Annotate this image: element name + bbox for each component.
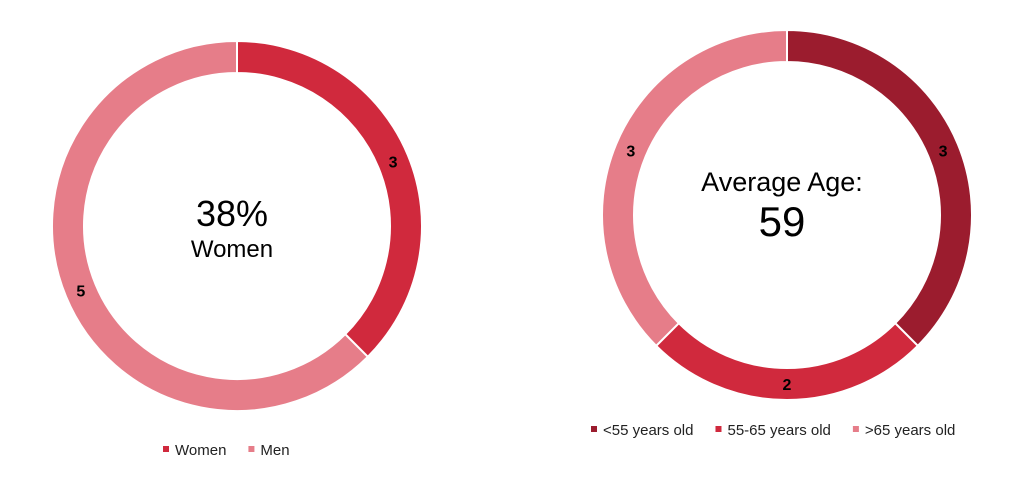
age-slice-label-under-55-years-old: 3	[939, 143, 948, 160]
age-donut-chart: 3 2 3 Average Age: 59 <55 years old 55-65 y…	[591, 28, 974, 439]
age-slice-over-65-years-old	[600, 28, 788, 348]
age-center-label: Average Age:	[701, 167, 863, 197]
gender-slice-men	[51, 39, 370, 412]
age-slice-labels: 3 2 3	[626, 143, 947, 394]
gender-legend-swatch	[248, 446, 255, 452]
gender-slice-label-men: 5	[76, 284, 85, 301]
age-center-value: 59	[759, 198, 806, 245]
age-legend: <55 years old 55-65 years old >65 years ol…	[591, 422, 955, 439]
age-legend-item-55-65-years-old: 55-65 years old	[715, 422, 831, 439]
gender-slice-labels: 35	[76, 154, 397, 300]
gender-legend-label: Men	[260, 442, 289, 459]
gender-slice-label-women: 3	[389, 154, 398, 171]
age-legend-item-over-65-years-old: >65 years old	[852, 422, 955, 439]
age-legend-swatch	[715, 426, 722, 432]
age-legend-swatch	[852, 426, 859, 432]
gender-legend-swatch	[163, 446, 169, 452]
age-legend-label: >65 years old	[865, 422, 955, 439]
gender-center-label: Women	[191, 236, 273, 263]
gender-slices	[51, 39, 424, 412]
age-legend-label: <55 years old	[603, 422, 693, 439]
age-slice-label-55-65-years-old: 2	[783, 377, 792, 394]
age-slice-label-over-65-years-old: 3	[626, 143, 635, 160]
gender-center-value: 38%	[196, 193, 268, 234]
gender-legend-item-women: Women	[163, 442, 226, 459]
gender-legend-label: Women	[175, 442, 226, 459]
age-legend-label: 55-65 years old	[727, 422, 830, 439]
age-legend-item-under-55-years-old: <55 years old	[591, 422, 693, 439]
age-legend-swatch	[591, 426, 597, 432]
gender-legend-item-men: Men	[248, 442, 290, 459]
gender-legend: Women Men	[163, 442, 290, 459]
gender-donut-chart: 35 38% Women Women Men	[51, 39, 424, 459]
age-slices	[600, 28, 974, 402]
